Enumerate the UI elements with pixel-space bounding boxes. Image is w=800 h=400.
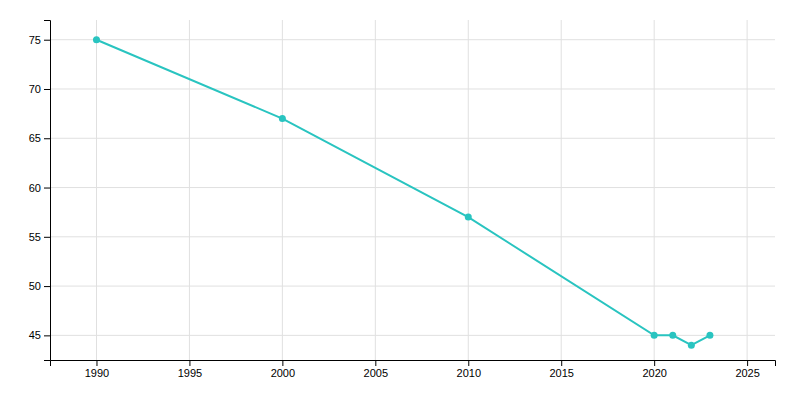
y-tick: 55 <box>29 231 50 243</box>
chart: 1990 1995 2000 2005 2010 2015 2020 2025 45 50 55 60… <box>0 0 800 400</box>
x-axis-line <box>51 361 776 367</box>
x-tick-label: 1990 <box>85 367 109 379</box>
x-grid-line <box>747 20 748 360</box>
y-tick: 60 <box>29 182 50 194</box>
x-tick-mark <box>747 360 748 366</box>
x-grid-line <box>189 20 190 360</box>
point <box>688 342 695 349</box>
x-tick: 2025 <box>735 360 759 379</box>
x-tick-mark <box>654 360 655 366</box>
x-tick-mark <box>468 360 469 366</box>
grid <box>50 20 775 360</box>
x-tick: 1990 <box>85 360 109 379</box>
x-tick-mark <box>375 360 376 366</box>
y-tick-mark <box>44 89 50 90</box>
y-tick-label: 75 <box>29 34 41 46</box>
y-tick-mark <box>44 40 50 41</box>
x-tick: 2010 <box>457 360 481 379</box>
y-tick-label: 65 <box>29 132 41 144</box>
y-tick-mark <box>44 138 50 139</box>
y-tick-label: 60 <box>29 182 41 194</box>
x-tick: 2005 <box>364 360 388 379</box>
x-tick: 2015 <box>549 360 573 379</box>
y-tick-label: 70 <box>29 83 41 95</box>
y-tick: 45 <box>29 329 50 341</box>
x-tick: 2000 <box>271 360 295 379</box>
x-tick-label: 2025 <box>735 367 759 379</box>
x-grid-line <box>96 20 97 360</box>
y-tick: 50 <box>29 280 50 292</box>
y-grid-line <box>50 39 775 40</box>
y-axis-line <box>44 21 51 361</box>
x-tick: 1995 <box>178 360 202 379</box>
y-tick: 65 <box>29 132 50 144</box>
x-tick-label: 2015 <box>549 367 573 379</box>
y-grid-line <box>50 88 775 89</box>
x-grid-line <box>375 20 376 360</box>
y-tick-mark <box>44 335 50 336</box>
x-tick-mark <box>189 360 190 366</box>
x-tick-label: 1995 <box>178 367 202 379</box>
y-tick-label: 55 <box>29 231 41 243</box>
x-axis: 1990 1995 2000 2005 2010 2015 2020 2025 <box>51 360 776 379</box>
y-axis: 45 50 55 60 65 70 75 <box>29 21 51 361</box>
y-tick-label: 45 <box>29 329 41 341</box>
x-tick-label: 2000 <box>271 367 295 379</box>
y-grid-line <box>50 138 775 139</box>
x-grid-line <box>468 20 469 360</box>
x-grid-line <box>654 20 655 360</box>
x-tick: 2020 <box>642 360 666 379</box>
y-tick: 75 <box>29 34 50 46</box>
point <box>279 115 286 122</box>
plot-area: 1990 1995 2000 2005 2010 2015 2020 2025 45 50 55 60… <box>29 20 776 379</box>
x-tick-mark <box>561 360 562 366</box>
y-tick-mark <box>44 286 50 287</box>
y-tick-mark <box>44 188 50 189</box>
y-grid-line <box>50 286 775 287</box>
point <box>651 332 658 339</box>
y-tick: 70 <box>29 83 50 95</box>
point <box>669 332 676 339</box>
x-tick-label: 2005 <box>364 367 388 379</box>
x-tick-mark <box>282 360 283 366</box>
x-tick-label: 2020 <box>642 367 666 379</box>
x-tick-label: 2010 <box>457 367 481 379</box>
point <box>93 36 100 43</box>
line <box>96 40 709 346</box>
y-tick-mark <box>44 237 50 238</box>
x-grid-line <box>561 20 562 360</box>
x-tick-mark <box>96 360 97 366</box>
y-tick-label: 50 <box>29 280 41 292</box>
marks <box>93 36 713 349</box>
y-grid-line <box>50 236 775 237</box>
point <box>465 214 472 221</box>
x-grid-line <box>282 20 283 360</box>
point <box>706 332 713 339</box>
